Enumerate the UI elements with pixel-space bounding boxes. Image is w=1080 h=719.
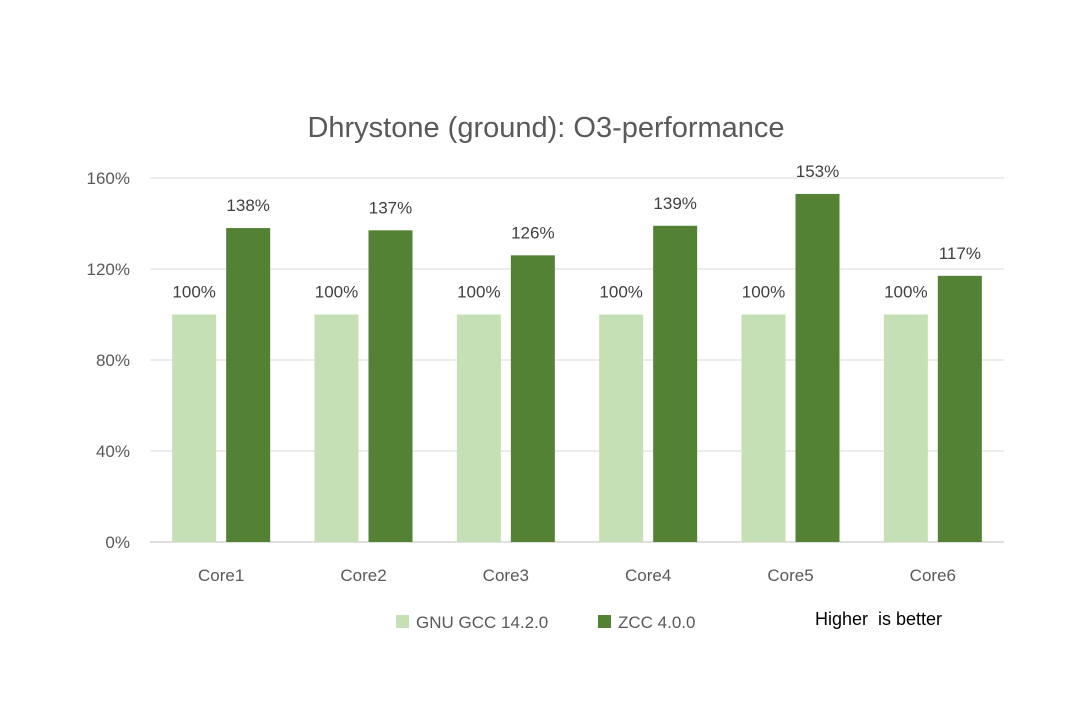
legend-swatch-gcc [396, 615, 409, 628]
y-tick-label: 120% [87, 260, 130, 279]
data-label: 100% [315, 283, 358, 302]
x-category-label: Core6 [910, 566, 956, 585]
x-category-label: Core5 [767, 566, 813, 585]
bar-zcc-core1 [226, 228, 271, 543]
bar-gcc-core1 [172, 314, 217, 542]
y-tick-label: 160% [87, 169, 130, 188]
y-tick-label: 40% [96, 442, 130, 461]
data-label: 137% [369, 198, 412, 217]
gridlines [150, 177, 1004, 543]
data-label: 100% [742, 283, 785, 302]
bar-zcc-core6 [937, 275, 982, 542]
data-label: 153% [796, 162, 839, 181]
legend-swatch-zcc [598, 615, 611, 628]
x-category-label: Core4 [625, 566, 671, 585]
bar-zcc-core4 [653, 225, 698, 542]
data-label: 100% [172, 283, 215, 302]
data-label: 100% [884, 283, 927, 302]
x-category-label: Core2 [340, 566, 386, 585]
bar-zcc-core3 [510, 255, 555, 542]
bar-gcc-core6 [883, 314, 928, 542]
data-label: 126% [511, 223, 554, 242]
data-label: 117% [939, 244, 981, 263]
y-tick-label: 0% [105, 533, 130, 552]
bar-gcc-core3 [456, 314, 501, 542]
bar-gcc-core4 [599, 314, 644, 542]
bar-zcc-core5 [795, 193, 840, 543]
y-axis-ticks: 0% 40% 80% 120% 160% [87, 169, 130, 552]
x-axis-categories: Core1 Core2 Core3 Core4 Core5 Core6 [198, 566, 956, 585]
bar-gcc-core2 [314, 314, 359, 542]
bars [172, 193, 982, 543]
data-labels: 100% 138% 100% 137% 100% 126% 100% 139% 100% 153%… [172, 162, 981, 302]
legend: GNU GCC 14.2.0 ZCC 4.0.0 [396, 613, 695, 632]
bar-zcc-core2 [368, 230, 413, 542]
higher-is-better-note: Higher is better [815, 609, 942, 629]
x-category-label: Core3 [483, 566, 529, 585]
bar-gcc-core5 [741, 314, 786, 542]
data-label: 138% [226, 196, 269, 215]
data-label: 100% [599, 283, 642, 302]
x-category-label: Core1 [198, 566, 244, 585]
data-label: 100% [457, 283, 500, 302]
chart-title: Dhrystone (ground): O3-performance [307, 112, 784, 144]
legend-label-gcc: GNU GCC 14.2.0 [416, 613, 548, 632]
y-tick-label: 80% [96, 351, 130, 370]
data-label: 139% [653, 194, 696, 213]
legend-label-zcc: ZCC 4.0.0 [618, 613, 695, 632]
